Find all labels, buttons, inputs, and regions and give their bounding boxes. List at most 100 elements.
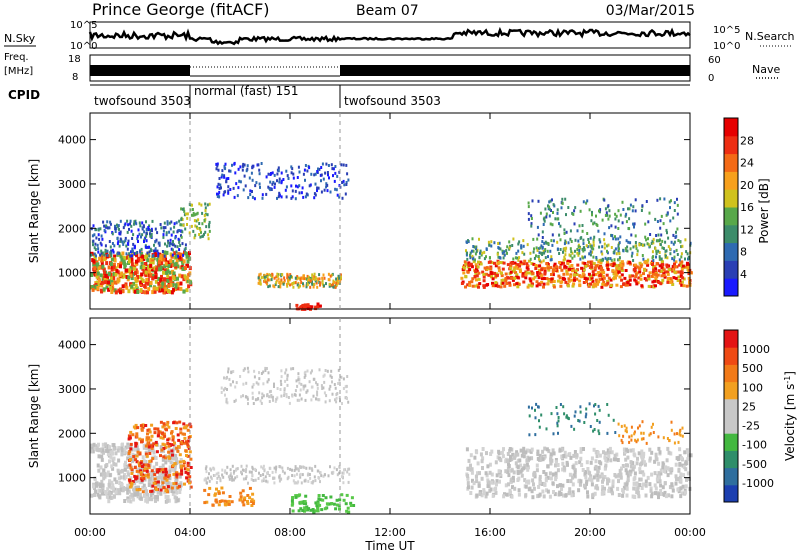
scatter-cell xyxy=(345,509,349,513)
scatter-cell xyxy=(139,224,142,228)
scatter-cell xyxy=(109,454,113,459)
scatter-cell xyxy=(508,468,512,473)
scatter-cell xyxy=(158,475,162,480)
scatter-cell xyxy=(140,272,144,277)
scatter-cell xyxy=(502,447,505,452)
scatter-cell xyxy=(545,262,549,266)
scatter-cell xyxy=(130,270,134,275)
scatter-cell xyxy=(524,484,528,489)
scatter-cell xyxy=(241,468,244,472)
scatter-cell xyxy=(678,462,682,466)
scatter-cell xyxy=(321,494,325,497)
scatter-cell xyxy=(151,448,155,453)
scatter-cell xyxy=(106,226,109,230)
scatter-cell xyxy=(239,165,242,169)
scatter-cell xyxy=(653,471,657,476)
scatter-cell xyxy=(659,468,663,473)
scatter-cell xyxy=(126,487,130,492)
scatter-cell xyxy=(549,461,553,466)
scatter-cell xyxy=(152,481,156,485)
scatter-cell xyxy=(680,267,684,271)
scatter-cell xyxy=(491,284,495,288)
scatter-cell xyxy=(138,488,142,492)
scatter-cell xyxy=(187,284,191,289)
scatter-cell xyxy=(505,492,509,497)
scatter-cell xyxy=(611,269,615,273)
scatter-cell xyxy=(153,249,155,253)
scatter-cell xyxy=(526,264,530,268)
scatter-cell xyxy=(679,433,682,437)
scatter-cell xyxy=(123,261,127,266)
scatter-cell xyxy=(195,212,198,216)
scatter-cell xyxy=(284,188,287,192)
scatter-cell xyxy=(323,276,326,280)
scatter-cell xyxy=(242,162,245,166)
scatter-cell xyxy=(296,472,298,476)
scatter-cell xyxy=(532,237,535,241)
scatter-cell xyxy=(614,237,617,241)
scatter-cell xyxy=(262,370,265,374)
scatter-cell xyxy=(270,278,273,282)
scatter-cell xyxy=(139,495,143,500)
scatter-cell xyxy=(258,371,260,375)
scatter-cell xyxy=(497,266,501,270)
scatter-cell xyxy=(204,209,207,212)
scatter-cell xyxy=(536,248,539,252)
scatter-cell xyxy=(592,222,595,226)
scatter-cell xyxy=(229,472,232,476)
scatter-cell xyxy=(229,169,232,173)
scatter-cell xyxy=(277,169,280,173)
scatter-cell xyxy=(255,181,258,185)
scatter-cell xyxy=(602,487,605,492)
scatter-cell xyxy=(300,191,303,195)
scatter-cell xyxy=(158,260,161,265)
scatter-cell xyxy=(272,180,275,184)
scatter-cell xyxy=(169,227,172,231)
scatter-cell xyxy=(225,397,228,401)
scatter-cell xyxy=(233,162,236,166)
scatter-cell xyxy=(550,277,554,281)
scatter-cell xyxy=(664,240,667,244)
scatter-cell xyxy=(275,467,277,471)
scatter-cell xyxy=(651,256,654,260)
scatter-cell xyxy=(159,254,163,259)
scatter-cell xyxy=(603,246,606,250)
scatter-cell xyxy=(620,438,623,442)
scatter-cell xyxy=(589,253,592,257)
scatter-cell xyxy=(600,285,604,289)
scatter-cell xyxy=(582,447,585,451)
scatter-cell xyxy=(310,172,313,176)
scatter-cell xyxy=(186,259,190,264)
scatter-cell xyxy=(513,261,517,265)
scatter-cell xyxy=(556,247,559,251)
scatter-cell xyxy=(140,252,144,256)
scatter-cell xyxy=(568,472,572,477)
scatter-cell xyxy=(594,264,598,268)
scatter-cell xyxy=(135,445,139,450)
scatter-cell xyxy=(668,467,672,472)
scatter-cell xyxy=(275,281,278,285)
scatter-cell xyxy=(112,265,116,270)
scatter-cell xyxy=(528,277,532,281)
scatter-cell xyxy=(592,240,595,244)
scatter-cell xyxy=(630,254,633,258)
scatter-cell xyxy=(660,270,664,273)
scatter-cell xyxy=(624,429,627,433)
scatter-cell xyxy=(315,381,317,385)
scatter-cell xyxy=(516,471,520,476)
scatter-cell xyxy=(318,368,321,372)
scatter-cell xyxy=(621,488,625,493)
scatter-cell xyxy=(119,485,123,490)
power-colorbar-tick: 24 xyxy=(740,157,754,170)
scatter-cell xyxy=(593,404,595,408)
scatter-cell xyxy=(329,274,332,278)
scatter-cell xyxy=(591,280,595,283)
scatter-cell xyxy=(489,265,493,269)
scatter-cell xyxy=(633,432,636,436)
scatter-cell xyxy=(104,442,108,447)
scatter-cell xyxy=(506,263,510,267)
scatter-cell xyxy=(613,272,617,276)
scatter-cell xyxy=(652,268,656,272)
scatter-cell xyxy=(682,473,686,478)
